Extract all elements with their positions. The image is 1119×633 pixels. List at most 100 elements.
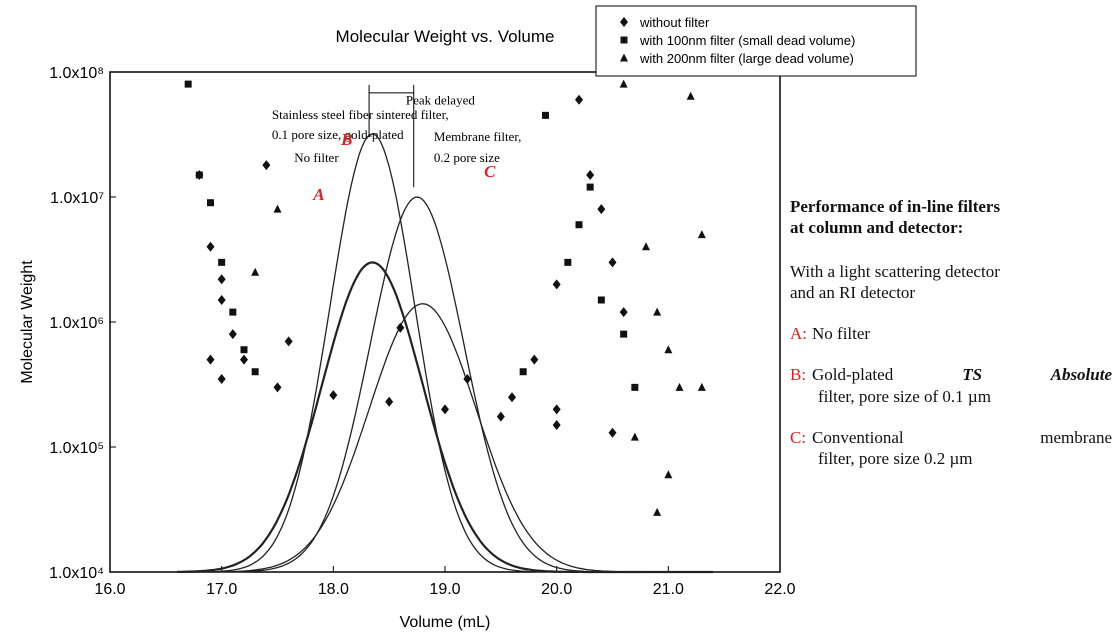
series-0-point xyxy=(463,373,472,384)
series-1-point xyxy=(564,258,572,266)
curve-label-A: A xyxy=(312,185,324,204)
series-2-point xyxy=(664,470,673,479)
annotation: Stainless steel fiber sintered filter, xyxy=(272,107,449,122)
panel-item-c-letter: C: xyxy=(790,427,807,447)
legend-label-2: with 200nm filter (large dead volume) xyxy=(639,51,854,66)
panel-item-b-line1: Gold-plated TS Absolute xyxy=(812,364,1112,385)
series-0-point xyxy=(530,354,539,365)
series-3-point xyxy=(496,411,505,422)
series-0-point xyxy=(552,404,561,415)
panel-item-b-letter: B: xyxy=(790,365,807,385)
x-tick-label: 16.0 xyxy=(94,581,125,598)
series-3-point xyxy=(441,404,449,415)
series-3-point xyxy=(273,382,282,393)
curve-label-C: C xyxy=(484,162,496,181)
series-0-point xyxy=(396,322,405,333)
annotation: Peak delayed xyxy=(406,92,475,107)
x-tick-label: 18.0 xyxy=(318,581,349,598)
panel-item-c-suffix: membrane xyxy=(1040,427,1112,447)
panel-item-b-line2: filter, pore size of 0.1 µm xyxy=(818,386,991,406)
series-0-point xyxy=(619,307,628,318)
legend-marker-2 xyxy=(620,53,628,62)
x-tick-label: 17.0 xyxy=(206,581,237,598)
panel-item-b-prefix: Gold-plated xyxy=(812,365,894,385)
series-2-point xyxy=(619,79,628,88)
curve-extra xyxy=(177,303,713,573)
series-0-point xyxy=(586,169,595,180)
panel-item-c-line1: Conventional membrane xyxy=(812,427,1112,448)
legend-box xyxy=(595,5,917,77)
series-2-point xyxy=(697,230,706,239)
series-0-point xyxy=(217,274,226,285)
series-1-point xyxy=(586,183,594,191)
legend-marker-0 xyxy=(620,17,628,27)
series-1-point xyxy=(597,296,605,304)
explanation-panel: Performance of in-line filters at column… xyxy=(790,196,1112,469)
series-2-point xyxy=(630,432,639,441)
series-1-point xyxy=(542,111,549,119)
panel-heading-line1: Performance of in-line filters xyxy=(790,197,1001,216)
series-0-point xyxy=(206,241,215,252)
series-3-point xyxy=(329,390,338,401)
series-1-point xyxy=(519,368,527,376)
x-tick-label: 19.0 xyxy=(429,581,460,598)
curve-label-B: B xyxy=(340,130,352,149)
series-1-point xyxy=(251,368,259,376)
series-0-point xyxy=(206,354,215,365)
series-1-point xyxy=(229,308,237,316)
annotation: 0.1 pore size, gold-plated xyxy=(272,127,404,142)
series-0-point xyxy=(217,294,226,305)
series-1-point xyxy=(207,199,214,207)
series-0-point xyxy=(597,204,606,215)
panel-item-b: B: Gold-plated TS Absolute filter, pore … xyxy=(790,364,1112,407)
panel-item-a-text: No filter xyxy=(812,324,871,343)
curve-B xyxy=(177,133,713,573)
panel-item-b-emph: TS Absolute xyxy=(962,365,1112,385)
series-0-point xyxy=(575,94,583,105)
series-2-point xyxy=(664,345,673,354)
panel-item-a: A: No filter xyxy=(790,323,1112,344)
series-3-point xyxy=(217,373,226,384)
series-0-point xyxy=(228,329,237,340)
panel-item-c: C: Conventional membrane filter, pore si… xyxy=(790,427,1112,470)
panel-item-a-letter: A: xyxy=(790,324,807,343)
series-1-point xyxy=(575,221,583,229)
series-2-point xyxy=(675,382,684,391)
panel-subtitle-line2: and an RI detector xyxy=(790,282,916,302)
y-tick-label: 1.0x10⁵ xyxy=(49,440,104,457)
curve-A xyxy=(177,261,713,574)
legend-marker-1 xyxy=(620,36,628,44)
annotation: 0.2 pore size xyxy=(434,150,500,165)
y-tick-label: 1.0x10⁴ xyxy=(49,565,104,582)
x-tick-label: 20.0 xyxy=(541,581,572,598)
panel-subtitle-line1: With a light scattering detector xyxy=(790,261,1000,281)
panel-subtitle: With a light scattering detector and an … xyxy=(790,261,1112,304)
x-tick-label: 21.0 xyxy=(653,581,684,598)
x-axis-label: Volume (mL) xyxy=(400,614,491,631)
annotation: Membrane filter, xyxy=(434,129,522,144)
legend-label-0: without filter xyxy=(639,15,710,30)
panel-item-c-prefix: Conventional xyxy=(812,427,904,447)
series-3-point xyxy=(385,396,394,407)
series-3-point xyxy=(608,427,617,438)
series-2-point xyxy=(653,507,662,516)
series-2-point xyxy=(653,307,662,316)
series-1-point xyxy=(240,346,248,354)
series-1-point xyxy=(195,171,203,179)
series-2-point xyxy=(642,242,650,251)
y-tick-label: 1.0x10⁸ xyxy=(49,65,104,82)
series-0-point xyxy=(262,160,271,171)
panel-heading-line2: at column and detector: xyxy=(790,218,964,238)
series-1-point xyxy=(631,383,639,391)
series-2-point xyxy=(251,267,260,276)
series-1-point xyxy=(620,330,628,338)
panel-item-c-line2: filter, pore size 0.2 µm xyxy=(818,449,973,468)
y-axis-label: Molecular Weight xyxy=(19,260,36,384)
series-0-point xyxy=(240,354,248,365)
series-2-point xyxy=(686,91,695,100)
series-3-point xyxy=(552,419,561,430)
series-0-point xyxy=(552,279,561,290)
y-tick-label: 1.0x10⁶ xyxy=(49,315,104,332)
